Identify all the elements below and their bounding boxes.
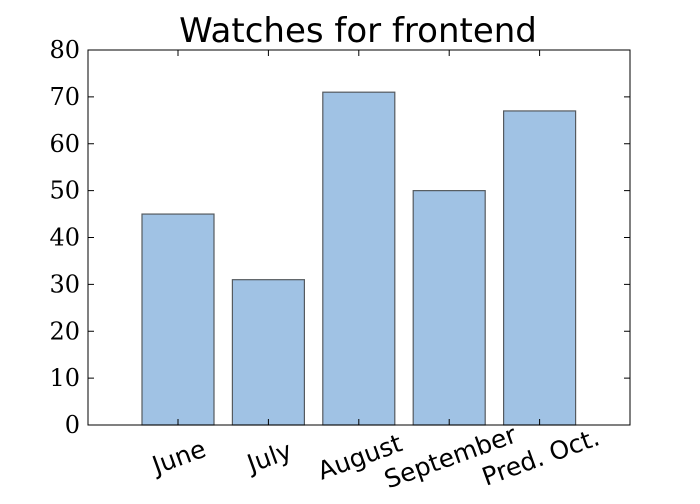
x-tick-label: July — [242, 436, 296, 479]
bars-group — [141, 91, 577, 426]
y-tick-label: 0 — [65, 411, 80, 439]
y-tick-label: 20 — [49, 317, 80, 345]
y-tick-label: 70 — [49, 83, 80, 111]
bar-june — [141, 213, 215, 426]
bar-august — [322, 91, 396, 426]
chart-title: Watches for frontend — [179, 11, 537, 51]
bar-pred-oct — [503, 110, 577, 426]
y-tick-label: 80 — [49, 36, 80, 64]
y-tick-label: 10 — [49, 364, 80, 392]
y-tick-label: 60 — [49, 130, 80, 158]
bar-september — [412, 190, 486, 426]
y-tick-label: 50 — [49, 177, 80, 205]
plot-area-frame — [87, 49, 631, 426]
y-tick-label: 30 — [49, 270, 80, 298]
y-tick-label: 40 — [49, 224, 80, 252]
bar-july — [231, 279, 305, 426]
y-axis-tick-labels: 0 10 20 30 40 50 60 70 80 — [49, 36, 80, 439]
x-tick-label: June — [147, 434, 210, 481]
